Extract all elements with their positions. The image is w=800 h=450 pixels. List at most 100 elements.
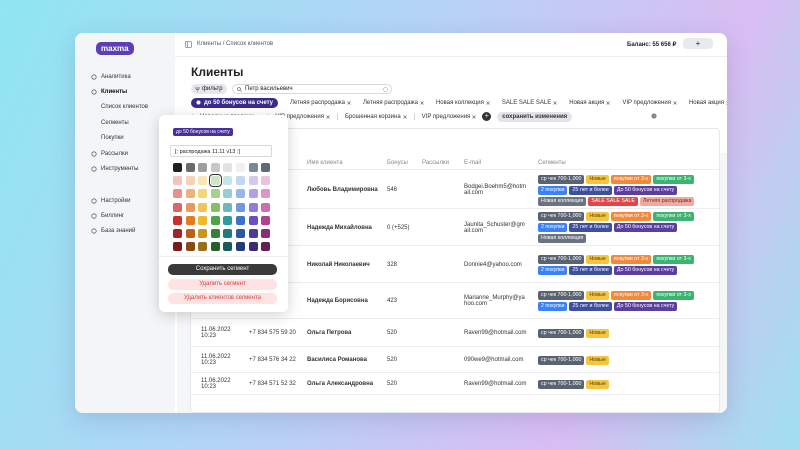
search-box[interactable]: Петр васильевич — [232, 84, 392, 94]
color-swatch[interactable] — [185, 202, 195, 212]
nav-item[interactable]: Настройки — [91, 193, 175, 208]
nav-item[interactable]: Клиенты — [91, 84, 175, 99]
remove-icon[interactable] — [606, 100, 611, 105]
remove-icon[interactable] — [347, 100, 351, 105]
segment-name-input[interactable]: [: распродажа 11.11 v13 :] — [170, 145, 272, 157]
segment-tag[interactable]: SALE SALE SALE — [502, 100, 558, 106]
save-changes-button[interactable]: сохранить изменения — [497, 111, 573, 122]
nav-item[interactable]: Биллинг — [91, 208, 175, 223]
remove-icon[interactable] — [553, 100, 558, 105]
remove-icon[interactable] — [402, 114, 407, 119]
color-swatch[interactable] — [208, 174, 222, 188]
color-swatch[interactable] — [261, 163, 271, 172]
table-row[interactable]: Надежда Михайловна 0 (+525) Jaunita_Schust… — [191, 209, 719, 246]
delete-segment-button[interactable]: Удалить сегмент — [168, 279, 277, 290]
color-swatch[interactable] — [236, 163, 245, 172]
segment-tag[interactable]: VIP предложения — [275, 114, 330, 120]
segment-tag[interactable]: Летняя распродажа — [363, 100, 424, 106]
nav-subitem[interactable]: Сегменты — [101, 119, 129, 126]
color-swatch[interactable] — [198, 229, 208, 238]
color-swatch[interactable] — [198, 215, 208, 225]
breadcrumb[interactable]: Клиенты / Список клиентов — [197, 41, 274, 47]
color-swatch[interactable] — [248, 189, 258, 199]
color-swatch[interactable] — [261, 215, 271, 225]
remove-icon[interactable] — [726, 100, 727, 105]
color-swatch[interactable] — [223, 229, 233, 238]
remove-icon[interactable] — [326, 114, 330, 119]
segment-tag[interactable]: Новая коллекция — [436, 100, 490, 106]
color-swatch[interactable] — [210, 189, 220, 199]
color-swatch[interactable] — [198, 242, 208, 252]
color-swatch[interactable] — [223, 242, 233, 252]
color-swatch[interactable] — [185, 189, 195, 199]
color-swatch[interactable] — [198, 189, 208, 199]
drag-icon[interactable] — [336, 114, 339, 120]
color-swatch[interactable] — [185, 163, 195, 172]
color-swatch[interactable] — [173, 242, 182, 252]
clear-icon[interactable] — [383, 86, 388, 92]
color-swatch[interactable] — [185, 215, 195, 225]
color-swatch[interactable] — [248, 202, 258, 212]
remove-icon[interactable] — [420, 100, 424, 105]
color-swatch[interactable] — [173, 202, 182, 212]
add-button[interactable]: + — [683, 38, 713, 49]
color-swatch[interactable] — [261, 242, 271, 252]
color-swatch[interactable] — [173, 229, 182, 238]
table-row[interactable]: 11.06.2022 10:23 +7 834 575 59 20 Ольга Пе… — [191, 319, 719, 347]
active-segment[interactable]: до 50 бонусов на счету — [191, 97, 278, 108]
nav-subitem[interactable]: Список клиентов — [101, 104, 149, 111]
color-swatch[interactable] — [261, 202, 271, 212]
remove-icon[interactable] — [673, 100, 677, 105]
color-swatch[interactable] — [210, 229, 220, 238]
color-swatch[interactable] — [236, 189, 245, 199]
color-swatch[interactable] — [236, 215, 245, 225]
sidebar-toggle-icon[interactable] — [185, 41, 192, 48]
color-swatch[interactable] — [223, 202, 233, 212]
color-swatch[interactable] — [248, 163, 258, 172]
segment-tag[interactable]: Новая акция — [569, 100, 611, 106]
color-swatch[interactable] — [223, 189, 233, 199]
color-swatch[interactable] — [198, 163, 208, 172]
color-swatch[interactable] — [223, 176, 233, 186]
color-swatch[interactable] — [248, 229, 258, 238]
color-swatch[interactable] — [173, 215, 182, 225]
segment-tag[interactable]: Новая акция — [689, 100, 727, 106]
color-swatch[interactable] — [261, 189, 271, 199]
nav-item[interactable]: Рассылки — [91, 146, 175, 161]
save-segment-button[interactable]: Сохранить сегмент — [168, 264, 277, 275]
color-swatch[interactable] — [210, 163, 220, 172]
color-swatch[interactable] — [236, 176, 245, 186]
color-swatch[interactable] — [223, 163, 233, 172]
nav-item[interactable]: База знаний — [91, 224, 175, 239]
segment-tag[interactable]: Летняя распродажа — [290, 100, 351, 106]
color-swatch[interactable] — [261, 229, 271, 238]
delete-clients-button[interactable]: Удалить клиентов сегмента — [168, 293, 277, 304]
remove-icon[interactable] — [472, 114, 477, 119]
color-swatch[interactable] — [185, 176, 195, 186]
table-row[interactable]: Надежда Борисовна 423 Marianne_Murphy@yaho… — [191, 283, 719, 319]
nav-item[interactable]: Инструменты — [91, 161, 175, 176]
color-swatch[interactable] — [198, 176, 208, 186]
nav-subitem[interactable]: Покупки — [101, 135, 124, 142]
table-row[interactable]: Николай Николаевич 328 Donnie4@yahoo.com ср… — [191, 246, 719, 283]
color-swatch[interactable] — [210, 215, 220, 225]
drag-icon[interactable] — [413, 114, 416, 120]
color-swatch[interactable] — [236, 242, 245, 252]
color-swatch[interactable] — [236, 202, 245, 212]
color-swatch[interactable] — [248, 242, 258, 252]
color-swatch[interactable] — [210, 242, 220, 252]
table-row[interactable]: 11.06.2022 10:23 +7 834 576 34 22 Василиса… — [191, 347, 719, 373]
color-swatch[interactable] — [261, 176, 271, 186]
color-swatch[interactable] — [173, 163, 182, 172]
segment-tag[interactable]: VIP предложения — [622, 100, 677, 106]
color-swatch[interactable] — [185, 229, 195, 238]
color-swatch[interactable] — [173, 189, 182, 199]
color-swatch[interactable] — [236, 229, 245, 238]
color-swatch[interactable] — [248, 176, 258, 186]
table-row[interactable]: Любовь Владимировна 546 Bodgei.Boehm5@hotm… — [191, 171, 719, 209]
logo[interactable]: maxma — [96, 42, 134, 55]
segment-tag[interactable]: Брошенная корзина — [345, 114, 407, 120]
color-swatch[interactable] — [223, 215, 233, 225]
filter-button[interactable]: фильтр — [191, 84, 227, 94]
add-segment-button[interactable]: + — [482, 112, 492, 121]
